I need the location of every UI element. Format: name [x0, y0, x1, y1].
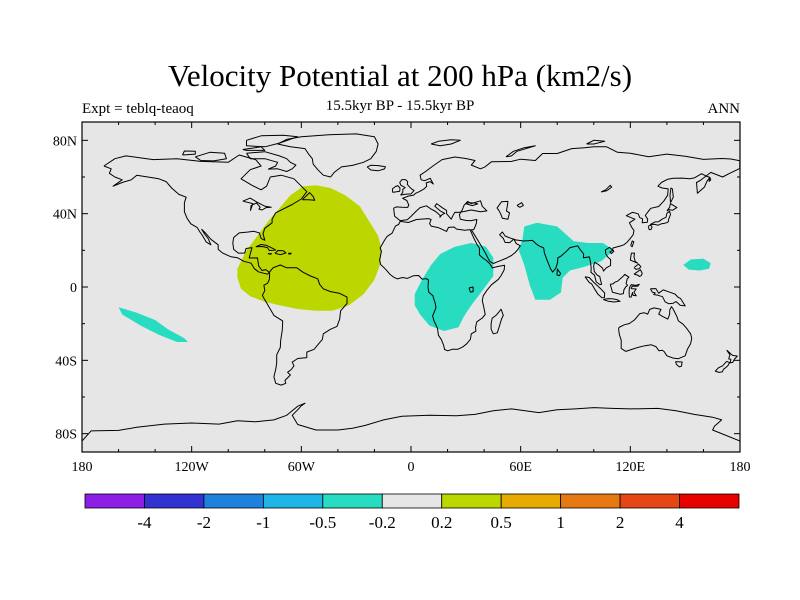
coastline-north-america	[103, 154, 308, 275]
lon-tick-label: 0	[408, 460, 415, 475]
lon-tick-label: 120W	[175, 460, 210, 475]
lon-tick-label: 60W	[288, 460, 316, 475]
lat-tick-label: 40N	[53, 208, 77, 223]
coastline-kamchatka-cape	[708, 176, 712, 182]
coastline-new-zealand-s	[714, 360, 731, 373]
coastline-australia	[618, 306, 693, 360]
colorbar-label: -0.5	[309, 513, 336, 532]
coastline-sri-lanka	[556, 268, 561, 277]
coastline-baffin	[246, 151, 297, 172]
colorbar-swatch	[262, 493, 324, 509]
colorbar-label: -2	[197, 513, 211, 532]
coastline-sakhalin	[669, 187, 674, 203]
colorbar-swatch	[500, 493, 562, 509]
colorbar-swatch	[441, 493, 502, 509]
coastline-japan-kyushu	[647, 224, 653, 231]
coastline-japan-hokkaido	[666, 203, 678, 212]
coastline-iceland	[366, 164, 386, 172]
lon-tick-label: 60E	[509, 460, 532, 475]
coastline-madagascar	[490, 308, 504, 335]
region-south-pacific-negative	[118, 307, 188, 342]
lake-caspian	[496, 200, 510, 220]
coastline-victoria-island	[195, 151, 227, 162]
coastline-luzon	[629, 252, 639, 264]
colorbar-label: 0.2	[431, 513, 452, 532]
colorbar-swatch	[144, 493, 205, 509]
lat-tick-label: 40S	[55, 354, 77, 369]
plot-subtitle: 15.5kyr BP - 15.5kyr BP	[325, 98, 475, 114]
lake-victoria-lake	[468, 286, 474, 293]
coastline-jamaica	[267, 253, 272, 255]
region-west-pacific-negative	[683, 258, 711, 271]
coastline-new-zealand-n	[726, 349, 738, 364]
colorbar: -4 -2 -1 -0.5 -0.2 0.2 0.5 1 2 4	[84, 493, 740, 532]
region-asia-negative	[518, 222, 614, 300]
colorbar-swatch	[619, 493, 680, 509]
map-background	[82, 122, 740, 452]
coastline-japan-honshu	[649, 210, 671, 226]
lat-tick-label: 80S	[55, 428, 77, 443]
coastline-novaya-zemlya	[505, 145, 536, 158]
colorbar-label: -0.2	[369, 513, 396, 532]
lake-aral	[516, 202, 524, 208]
colorbar-label: 2	[616, 513, 625, 532]
colorbar-swatch	[84, 493, 145, 509]
lon-tick-label: 180	[72, 460, 93, 475]
coastline-hainan	[609, 249, 615, 255]
coastline-ellesmere	[246, 134, 299, 148]
coastline-sumatra	[584, 276, 606, 299]
plot-title: Velocity Potential at 200 hPa (km2/s)	[167, 58, 633, 93]
coastline-great-britain	[399, 179, 415, 196]
lake-baikal	[600, 184, 613, 193]
coastline-borneo	[609, 273, 630, 295]
coastlines	[82, 133, 740, 442]
experiment-label: Expt = teblq-teaoq	[82, 101, 194, 117]
lon-tick-label: 180	[730, 460, 751, 475]
colorbar-label: -1	[256, 513, 270, 532]
lake-black-sea-n	[465, 202, 479, 207]
lake-great-lakes	[242, 197, 272, 211]
coastline-banks	[182, 150, 196, 156]
coastline-java	[603, 298, 621, 303]
coastline-newfoundland	[302, 192, 316, 201]
coastline-new-guinea	[649, 288, 686, 307]
colorbar-label: 0.5	[491, 513, 512, 532]
coastline-mindanao	[633, 269, 643, 277]
colorbar-swatch	[560, 493, 621, 509]
colorbar-label: 4	[675, 513, 684, 532]
colorbar-label: -4	[137, 513, 152, 532]
coastline-africa	[379, 218, 506, 352]
coastline-greenland	[277, 133, 379, 178]
colorbar-label: 1	[556, 513, 565, 532]
season-label: ANN	[707, 101, 741, 117]
coastline-antarctica	[82, 402, 740, 442]
coastline-tasmania	[675, 361, 683, 368]
coastline-sulawesi	[628, 283, 640, 298]
colorbar-swatch	[381, 493, 443, 509]
coastline-puerto-rico	[288, 252, 292, 255]
region-africa-negative	[414, 243, 494, 331]
coastline-eurasia	[393, 146, 740, 286]
coastline-taiwan	[630, 240, 635, 248]
coastline-severnaya	[586, 139, 606, 145]
coastline-visayas	[633, 263, 642, 270]
lat-tick-label: 80N	[53, 134, 77, 149]
map-axes: 80N 40N 0 40S 80S 180 120W 60W 0 60E 120E 180	[53, 122, 751, 475]
coastline-devon	[242, 146, 266, 151]
colorbar-swatch	[679, 493, 740, 509]
lat-tick-label: 0	[70, 281, 77, 296]
coastline-cuba	[255, 244, 277, 251]
coastline-svalbard	[430, 139, 461, 147]
coastline-south-america	[261, 264, 348, 386]
colorbar-swatch	[322, 493, 383, 509]
coastline-hispaniola	[274, 250, 287, 256]
colorbar-swatch	[203, 493, 264, 509]
lon-tick-label: 120E	[616, 460, 646, 475]
coastline-ireland	[391, 185, 401, 193]
